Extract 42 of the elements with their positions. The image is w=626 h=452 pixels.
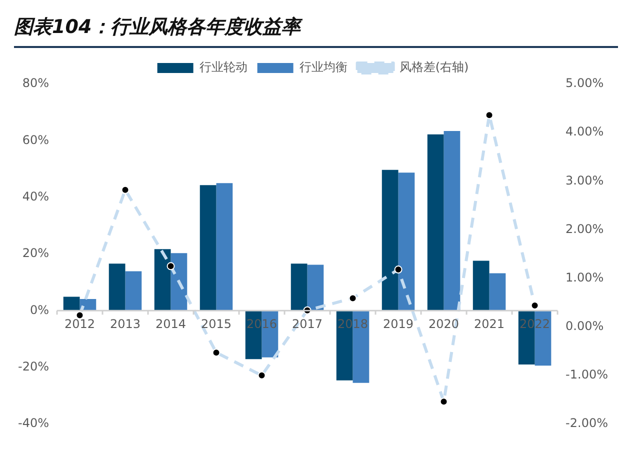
y2-tick-label: 0.00% bbox=[566, 318, 604, 333]
y-tick-label: 60% bbox=[22, 132, 49, 147]
y-tick-label: 20% bbox=[22, 246, 49, 260]
y-tick-label: -40% bbox=[18, 416, 49, 430]
y2-tick-label: 4.00% bbox=[566, 124, 604, 139]
x-tick-label: 2020 bbox=[428, 316, 460, 331]
y-tick-label: 0% bbox=[30, 302, 49, 317]
y2-tick-label: 3.00% bbox=[566, 173, 604, 188]
legend-label: 风格差(右轴) bbox=[399, 60, 469, 74]
bar bbox=[63, 296, 80, 311]
bar bbox=[125, 271, 142, 311]
bar bbox=[382, 170, 398, 311]
bar bbox=[108, 264, 126, 311]
x-tick-label: 2017 bbox=[292, 316, 323, 331]
bar bbox=[489, 273, 506, 311]
bar bbox=[444, 131, 460, 311]
bar bbox=[154, 249, 171, 311]
bar bbox=[290, 264, 308, 311]
x-tick-label: 2013 bbox=[110, 316, 141, 331]
bar bbox=[472, 260, 490, 311]
bar bbox=[427, 134, 444, 311]
y2-tick-label: 2.00% bbox=[566, 222, 604, 236]
bar bbox=[307, 264, 324, 311]
y-tick-label: 40% bbox=[22, 189, 49, 204]
x-tick-label: 2019 bbox=[383, 316, 414, 331]
x-tick-label: 2021 bbox=[474, 316, 505, 331]
x-tick-label: 2012 bbox=[64, 316, 96, 331]
x-tick-label: 2022 bbox=[520, 316, 550, 331]
y2-tick-label: 5.00% bbox=[566, 76, 604, 90]
bar bbox=[398, 172, 415, 311]
y2-tick-label: 1.00% bbox=[566, 270, 604, 284]
x-tick-label: 2014 bbox=[155, 316, 186, 331]
y-tick-label: 80% bbox=[22, 76, 49, 90]
legend-label: 行业轮动 bbox=[199, 60, 248, 74]
bar bbox=[216, 183, 233, 311]
chart-title: 图表104：行业风格各年度收益率 bbox=[14, 14, 618, 48]
y2-tick-label: -2.00% bbox=[566, 416, 608, 430]
y2-tick-label: -1.00% bbox=[566, 368, 608, 382]
x-tick-label: 2015 bbox=[200, 316, 232, 331]
bar bbox=[200, 185, 216, 311]
legend-label: 行业均衡 bbox=[299, 60, 348, 74]
y-tick-label: -20% bbox=[18, 359, 49, 374]
